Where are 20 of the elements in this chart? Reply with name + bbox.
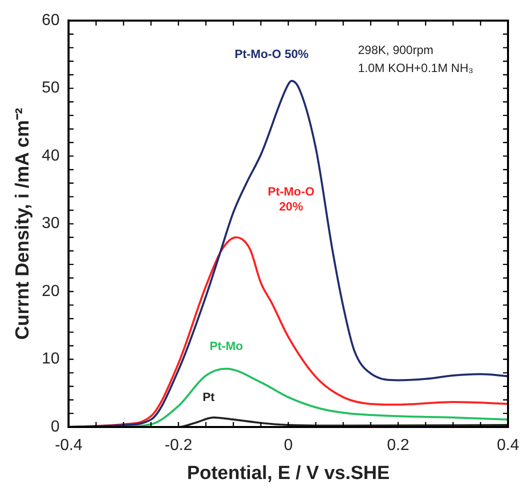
series-label: Pt-Mo [210,339,243,354]
y-tick-label: 40 [42,147,60,164]
x-tick-label: -0.2 [164,437,192,454]
annotation: 298K, 900rpm [358,42,434,57]
annotation: 1.0M KOH+0.1M NH₃ [358,60,474,75]
y-axis-title: Currnt Density, i /mA cm⁻² [12,108,34,340]
text: Pt-Mo-O 50% [234,47,309,62]
y-tick-label: 30 [42,215,60,232]
y-tick-label: 10 [42,350,60,368]
series-label: Pt [202,390,215,404]
x-axis-title: Potential, E / V vs.SHE [186,462,390,484]
x-tick-label: 0.2 [387,437,410,454]
y-tick-label: 20 [42,282,60,300]
x-tick-label: -0.4 [54,437,82,454]
y-tick-label: 0 [50,418,60,436]
text: Pt-Mo-O 20% [268,184,314,214]
y-tick-label: 50 [42,80,60,97]
x-tick-label: 0.4 [496,437,520,454]
x-tick-label: 0 [284,437,293,454]
y-tick-label: 60 [42,12,60,30]
